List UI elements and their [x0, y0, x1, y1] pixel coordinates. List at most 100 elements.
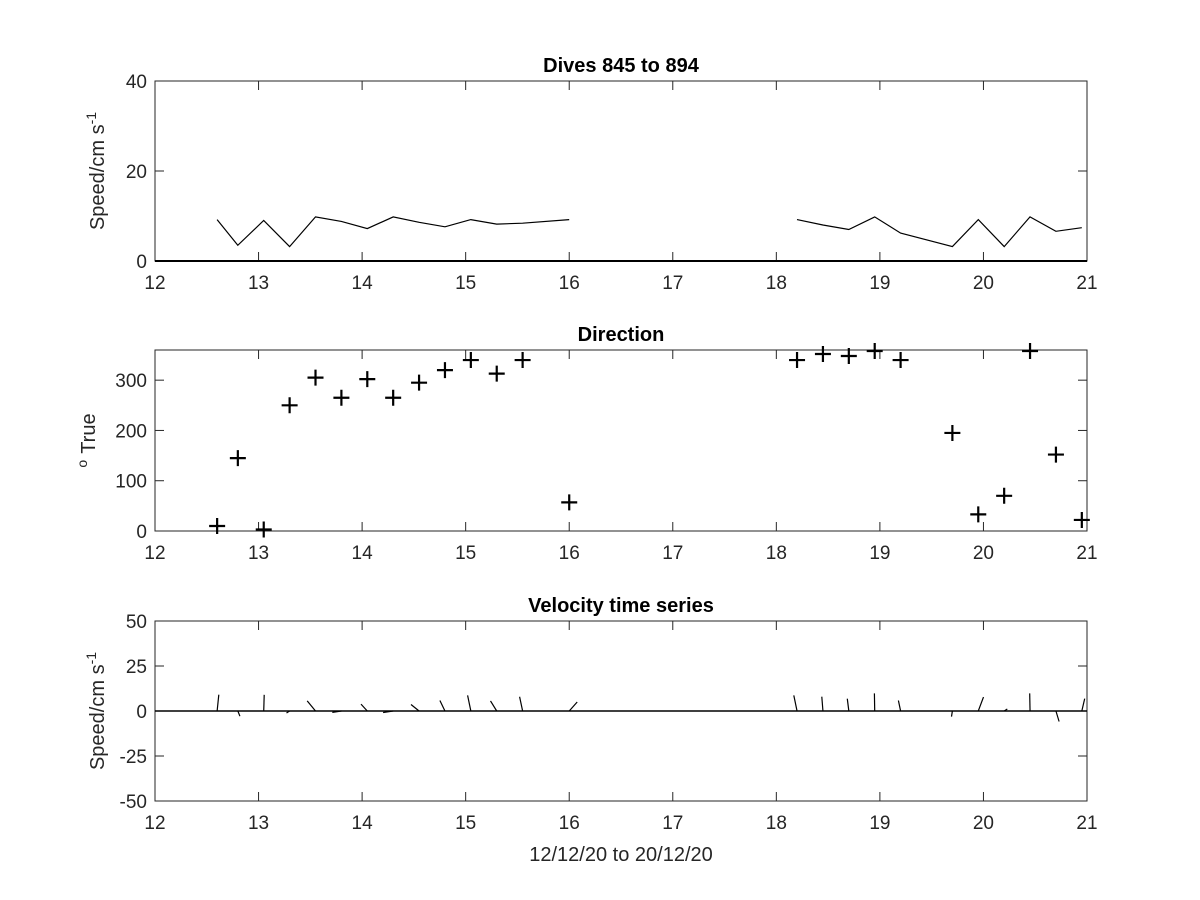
x-tick-label: 13	[248, 543, 269, 564]
x-tick-label: 14	[352, 813, 374, 834]
direction-point	[411, 374, 428, 391]
y-axis-label: o True	[74, 413, 100, 467]
x-tick-label: 20	[973, 813, 994, 834]
direction-point	[307, 369, 324, 386]
velocity-stick	[950, 710, 953, 717]
velocity-stick	[439, 700, 446, 712]
direction-point	[789, 352, 806, 369]
x-tick-label: 15	[455, 273, 476, 294]
direction-point	[814, 346, 831, 363]
direction-point	[333, 389, 350, 406]
x-tick-label: 19	[869, 813, 890, 834]
velocity-stick	[568, 701, 578, 712]
direction-point	[944, 424, 961, 441]
velocity-stick	[410, 704, 420, 712]
x-tick-label: 15	[455, 813, 476, 834]
y-tick-label: -25	[120, 747, 147, 768]
velocity-stick	[467, 695, 472, 712]
direction-point	[488, 365, 505, 382]
y-tick-label: 300	[115, 371, 147, 392]
direction-point	[840, 348, 857, 365]
chart-1: Dives 845 to 894 12 13 14 15 16 17 18 19 20 21 0 20 4…	[83, 55, 1098, 294]
y-tick-label: 0	[136, 252, 147, 273]
velocity-stick	[519, 696, 524, 712]
y-axis-label-superscript: -1	[83, 652, 99, 665]
x-tick-label: 18	[766, 543, 787, 564]
speed-series-line-1	[216, 216, 570, 248]
y-axis-label-superscript: -1	[83, 112, 99, 125]
x-tick-label: 18	[766, 813, 787, 834]
y-axis-label-text: Speed/cm s	[87, 124, 109, 230]
velocity-stick	[793, 695, 798, 712]
x-tick-label: 18	[766, 273, 787, 294]
x-tick-label: 16	[559, 813, 580, 834]
direction-point	[436, 362, 453, 379]
y-tick-label: 0	[136, 702, 147, 723]
x-tick-label: 14	[352, 543, 374, 564]
direction-point	[385, 389, 402, 406]
direction-point	[514, 352, 531, 369]
direction-point	[255, 521, 272, 538]
direction-point	[1022, 343, 1039, 360]
x-tick-label: 12	[144, 543, 165, 564]
velocity-stick	[332, 710, 342, 713]
y-axis-label-text: True	[78, 413, 100, 453]
x-tick-label: 13	[248, 813, 269, 834]
x-tick-label: 12	[144, 813, 165, 834]
chart-2: Direction 12 13 14 15 16 17 18 19 20 21 0 100 200 300 o…	[74, 324, 1098, 564]
direction-point	[561, 494, 578, 511]
y-tick-label: -50	[120, 792, 147, 813]
direction-point	[359, 371, 376, 388]
x-tick-label: 15	[455, 543, 476, 564]
plot-area	[154, 80, 1088, 262]
y-tick-label: 100	[115, 472, 147, 493]
velocity-stick	[977, 696, 985, 712]
y-tick-label: 50	[126, 612, 147, 633]
direction-point	[892, 352, 909, 369]
direction-point	[1073, 511, 1090, 528]
x-tick-label: 13	[248, 273, 269, 294]
velocity-stick	[306, 700, 316, 712]
velocity-stick	[237, 710, 241, 717]
y-axis-label: Speed/cm s-1	[83, 652, 109, 770]
x-tick-label: 16	[559, 543, 580, 564]
velocity-stick	[360, 703, 368, 712]
velocity-stick	[1081, 698, 1086, 712]
chart-2-title: Direction	[578, 324, 665, 346]
velocity-stick	[846, 698, 850, 712]
y-axis-label: Speed/cm s-1	[83, 112, 109, 230]
y-tick-label: 40	[126, 72, 147, 93]
velocity-stick	[1055, 710, 1060, 722]
x-tick-label: 12	[144, 273, 165, 294]
direction-point	[866, 343, 883, 360]
velocity-stick	[1003, 708, 1008, 712]
x-tick-label: 17	[662, 543, 683, 564]
x-tick-label: 17	[662, 813, 683, 834]
direction-point	[996, 487, 1013, 504]
chart-3-title: Velocity time series	[528, 595, 714, 617]
direction-point	[209, 517, 226, 534]
x-axis-label: 12/12/20 to 20/12/20	[529, 844, 713, 866]
velocity-stick	[383, 710, 394, 714]
chart-1-title: Dives 845 to 894	[543, 55, 700, 77]
x-tick-label: 21	[1076, 543, 1097, 564]
direction-point	[229, 450, 246, 467]
direction-point	[1047, 446, 1064, 463]
x-tick-label: 20	[973, 273, 994, 294]
direction-point	[462, 352, 479, 369]
y-tick-label: 25	[126, 657, 147, 678]
x-tick-label: 19	[869, 543, 890, 564]
velocity-stick	[216, 694, 220, 712]
direction-point	[281, 397, 298, 414]
y-tick-label: 20	[126, 162, 147, 183]
velocity-stick	[897, 700, 902, 712]
x-tick-label: 19	[869, 273, 890, 294]
direction-point	[970, 506, 987, 523]
plot-area	[154, 349, 1088, 532]
velocity-stick	[821, 696, 824, 712]
y-tick-label: 200	[115, 421, 147, 442]
velocity-stick	[489, 700, 498, 712]
y-tick-label: 0	[136, 522, 147, 543]
x-tick-label: 21	[1076, 273, 1097, 294]
